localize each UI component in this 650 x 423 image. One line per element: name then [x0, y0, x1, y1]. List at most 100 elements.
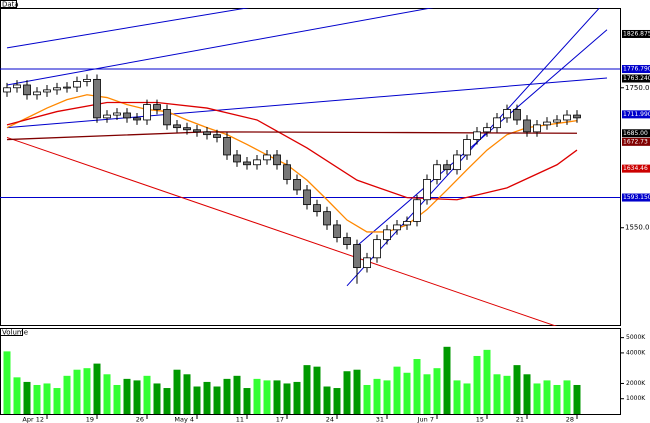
volume-bar [163, 388, 171, 414]
moving-average [6, 131, 578, 141]
volume-bar [463, 383, 471, 414]
candle-body [83, 78, 91, 82]
candle-body [223, 137, 231, 156]
volume-bar [333, 388, 341, 414]
level-label: 1634.46 [623, 165, 648, 172]
candle-body [123, 112, 131, 119]
volume-tick-label: 1000K [626, 395, 646, 402]
moving-average [6, 101, 578, 201]
x-tick-label: 31 [376, 416, 384, 423]
candle-body [573, 114, 581, 119]
candle-body [63, 86, 71, 89]
candle-body [563, 114, 571, 121]
candle-body [103, 114, 111, 119]
candle-body [423, 179, 431, 201]
x-tick-label: 19 [86, 416, 94, 423]
level-label: 1593.1500 [623, 194, 650, 201]
candle-body [153, 104, 161, 110]
volume-bar [133, 380, 141, 414]
x-tick-label: 17 [276, 416, 284, 423]
candle-body [383, 229, 391, 241]
volume-bar [113, 384, 121, 414]
x-tick-label: 21 [516, 416, 524, 423]
candle-body [163, 109, 171, 126]
candle-body [203, 131, 211, 136]
volume-bar [343, 371, 351, 414]
volume-bar [53, 388, 61, 414]
candle-body [233, 154, 241, 163]
y-tick-label: 1750.00 [625, 84, 650, 92]
candle-body [473, 131, 481, 140]
volume-bar [253, 378, 261, 414]
candle-body [343, 237, 351, 245]
level-label: 1826.8750 [623, 30, 650, 37]
volume-bar [3, 351, 11, 414]
volume-bar [283, 383, 291, 414]
candle-body [143, 104, 151, 121]
level-label-box [622, 164, 650, 173]
volume-bar [183, 374, 191, 414]
volume-bar [83, 368, 91, 414]
candle-body [293, 179, 301, 191]
level-label: 1672.73 [623, 138, 648, 145]
volume-bar [353, 369, 361, 414]
candle-body [43, 89, 51, 93]
volume-bar [523, 374, 531, 414]
candle-body [483, 127, 491, 133]
volume-bar [543, 380, 551, 414]
candle-body [133, 117, 141, 121]
x-tick-label: 11 [236, 416, 244, 423]
volume-bar [533, 383, 541, 414]
volume-bar [403, 372, 411, 414]
candle-body [373, 239, 381, 259]
volume-bar [363, 384, 371, 414]
candle-body [543, 121, 551, 126]
volume-bar [383, 380, 391, 414]
volume-tick-label: 2000K [626, 380, 646, 387]
volume-tick-label: 5000K [626, 334, 646, 341]
candle-body [193, 129, 201, 133]
level-label: 1776.7900 [623, 66, 650, 73]
candle-body [433, 164, 441, 180]
candle-body [3, 87, 11, 93]
level-label-box [622, 74, 650, 83]
volume-bar [503, 375, 511, 414]
candle-body [513, 109, 521, 121]
candle-body [363, 257, 371, 269]
candle-body [253, 159, 261, 166]
level-label-box [622, 137, 650, 146]
candle-body [393, 224, 401, 231]
y-tick-label: 1550.00 [625, 224, 650, 232]
candle-body [183, 127, 191, 131]
volume-bar [453, 380, 461, 414]
volume-bar [73, 369, 81, 414]
candle-body [173, 124, 181, 129]
level-label-box [622, 129, 650, 138]
candle-body [213, 134, 221, 138]
volume-bar [93, 363, 101, 414]
candle-body [353, 244, 361, 269]
x-tick-label: 24 [326, 416, 334, 423]
candle-body [493, 117, 501, 129]
moving-average [6, 94, 578, 233]
candle-body [403, 221, 411, 226]
volume-bar [193, 386, 201, 414]
volume-bar [443, 346, 451, 414]
volume-bar [553, 384, 561, 414]
candle-body [273, 154, 281, 166]
x-tick-label: May 4 [174, 416, 194, 423]
x-tick-label: 15 [476, 416, 484, 423]
candle-body [443, 164, 451, 171]
volume-bar [103, 374, 111, 414]
volume-bar [423, 374, 431, 414]
candle-body [533, 124, 541, 133]
volume-bar [483, 349, 491, 414]
volume-bar [573, 384, 581, 414]
candle-body [523, 119, 531, 133]
volume-title-box [0, 328, 23, 336]
candle-body [23, 84, 31, 96]
trendline [6, 8, 434, 86]
candle-body [33, 91, 41, 96]
volume-bar [563, 380, 571, 414]
